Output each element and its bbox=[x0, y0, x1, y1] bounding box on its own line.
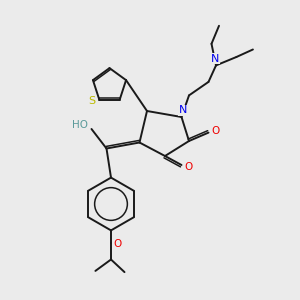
Text: N: N bbox=[211, 54, 219, 64]
Text: O: O bbox=[113, 238, 122, 249]
Text: HO: HO bbox=[72, 120, 88, 130]
Text: O: O bbox=[184, 161, 192, 172]
Text: S: S bbox=[88, 96, 95, 106]
Text: O: O bbox=[211, 126, 219, 136]
Text: N: N bbox=[179, 105, 187, 116]
